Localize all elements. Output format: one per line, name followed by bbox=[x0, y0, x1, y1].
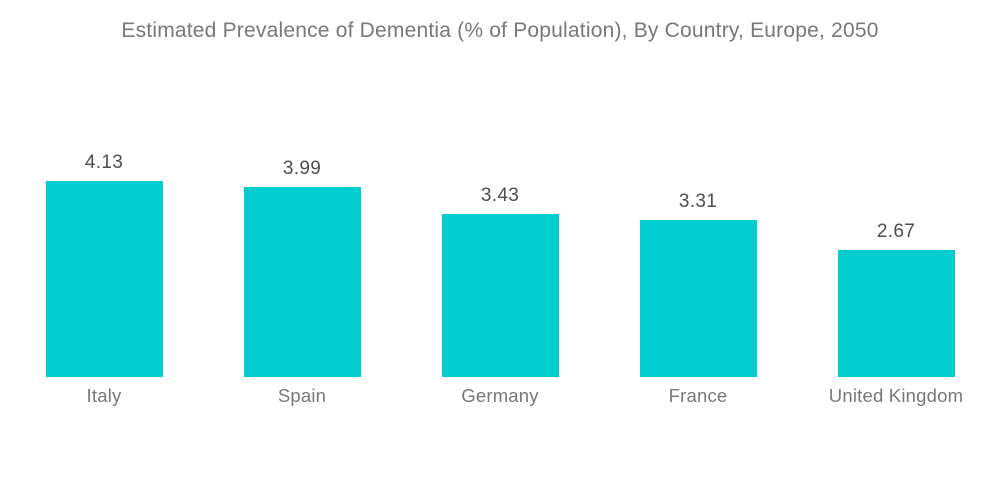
bar-value-label: 4.13 bbox=[84, 152, 124, 173]
bar-group: 3.43 bbox=[401, 186, 599, 377]
bar-value-label: 2.67 bbox=[876, 221, 916, 242]
bar-value-label: 3.99 bbox=[282, 158, 322, 179]
category-axis: Italy Spain Germany France United Kingdom bbox=[5, 385, 995, 407]
chart-title: Estimated Prevalence of Dementia (% of P… bbox=[121, 19, 879, 42]
bar-group: 3.31 bbox=[599, 192, 797, 377]
bar bbox=[45, 181, 163, 377]
bar bbox=[441, 214, 559, 377]
bar-plot-area: 4.13 3.99 3.43 3.31 2.67 bbox=[5, 153, 995, 377]
bar-group: 4.13 bbox=[5, 153, 203, 377]
bar bbox=[837, 250, 955, 377]
bar-group: 2.67 bbox=[797, 222, 995, 377]
bar-value-label: 3.31 bbox=[678, 191, 718, 212]
bar-category-label: United Kingdom bbox=[828, 385, 964, 406]
bar-category-label: Spain bbox=[277, 385, 327, 406]
bar bbox=[639, 220, 757, 377]
bar bbox=[243, 187, 361, 377]
bar-category-label: Germany bbox=[461, 385, 539, 406]
bar-category-label: Italy bbox=[86, 385, 122, 406]
bar-category-label: France bbox=[668, 385, 728, 406]
bar-group: 3.99 bbox=[203, 159, 401, 377]
bar-value-label: 3.43 bbox=[480, 185, 520, 206]
